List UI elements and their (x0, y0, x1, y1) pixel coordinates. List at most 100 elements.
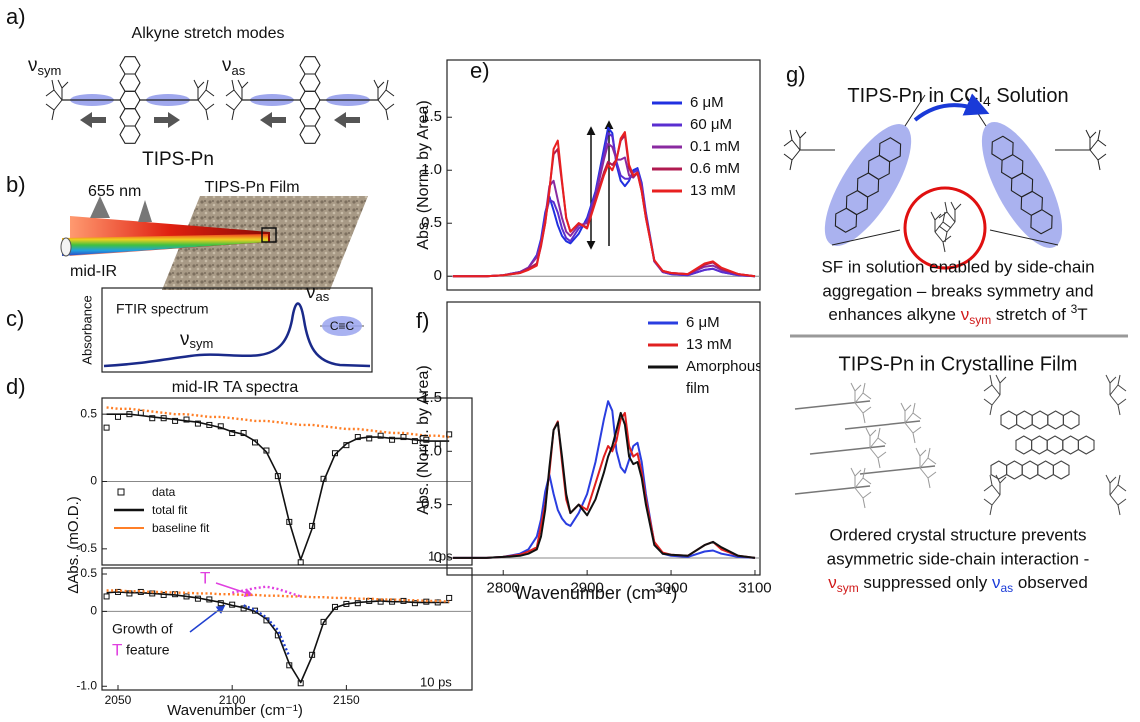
probe-label: mid-IR (70, 263, 117, 280)
transfer-arrow (913, 93, 990, 122)
legend-label: 0.1 mM (690, 138, 741, 155)
film-label: TIPS-Pn Film (204, 179, 299, 196)
spectrum-line (452, 411, 756, 559)
side-chain (791, 149, 801, 161)
ring (1021, 460, 1039, 480)
side-chain (946, 221, 956, 233)
packing-molecule (859, 465, 936, 475)
subscript: sym (190, 336, 214, 351)
fit-curve (243, 604, 291, 657)
side-chain (373, 79, 379, 89)
side-chain (385, 79, 389, 91)
x-tick-label: 3100 (738, 579, 771, 596)
side-chain (862, 477, 872, 485)
legend-item: total fit (152, 503, 187, 517)
side-chain (854, 487, 864, 499)
ring (1031, 410, 1049, 430)
legend-item: Amorphous film (686, 358, 760, 397)
focus-box (261, 227, 277, 243)
side-chain (783, 139, 793, 147)
side-chain (795, 129, 801, 139)
side-chain (53, 99, 63, 111)
y-axis-label: Abs. (Norm. by Area) (415, 100, 432, 249)
annotation: 10 ps (420, 674, 452, 689)
side-chain (377, 89, 387, 101)
molecule-sketches (783, 93, 1127, 516)
side-chain (862, 467, 866, 479)
side-chain (912, 432, 916, 444)
side-chain (789, 159, 793, 171)
side-chain (231, 79, 235, 91)
side-chain (934, 231, 944, 243)
side-chain (791, 139, 801, 151)
data-point (411, 438, 418, 445)
side-chain (989, 504, 993, 516)
data-point (149, 415, 156, 422)
molecule-label: TIPS-Pn (142, 149, 214, 170)
side-chain (934, 221, 944, 233)
side-chain (854, 469, 862, 477)
side-chain (1117, 374, 1121, 386)
caption-line: aggregation – breaks symmetry and (822, 281, 1093, 300)
bond-highlight (322, 316, 362, 336)
legend-label: data (152, 485, 176, 499)
side-chain (377, 81, 385, 89)
side-chain (45, 89, 55, 97)
y-tick-label: 1.0 (421, 161, 442, 178)
x-tick-label: 2800 (487, 579, 520, 596)
side-chain (934, 213, 942, 221)
side-chain (233, 89, 243, 101)
spectrum-line (106, 591, 450, 684)
side-chain (1109, 476, 1117, 484)
section-title: TIPS-Pn in CCl4 Solution (847, 85, 1068, 108)
ftir-trace (103, 302, 371, 368)
side-chain (51, 79, 55, 91)
caption-text: suppressed only (859, 573, 992, 592)
side-chain (205, 109, 209, 121)
side-chain (45, 103, 55, 111)
ring (1000, 410, 1018, 430)
ring (1015, 435, 1033, 455)
legend-item: 0.6 mM (690, 160, 740, 177)
ring (119, 73, 141, 92)
x-tick-label: 2900 (570, 579, 603, 596)
side-chain (927, 471, 937, 479)
side-chain (869, 447, 879, 459)
caption-line: Ordered crystal structure prevents (830, 525, 1087, 544)
side-chain (942, 241, 946, 253)
annotation: T (112, 640, 122, 659)
legend-label: 13 mM (686, 336, 732, 353)
data-point (263, 617, 270, 624)
packing-molecule (794, 400, 871, 410)
y-tick-label: 0.5 (80, 566, 97, 580)
legend-swatch (117, 488, 125, 496)
caption-line: enhances alkyne νsym stretch of 3T (828, 302, 1087, 327)
side-chain (1109, 494, 1119, 506)
side-chain (869, 429, 877, 437)
side-chain (233, 99, 243, 111)
ring (1046, 435, 1064, 455)
caption-line: asymmetric side-chain interaction - (827, 549, 1090, 568)
spectrum-line (452, 411, 756, 559)
side-chain (946, 211, 956, 223)
side-chain (862, 412, 866, 424)
plot-frame (101, 567, 473, 691)
nu: ν (180, 329, 190, 350)
plot-frame (101, 287, 373, 373)
subscript: as (232, 63, 246, 78)
side-chain (385, 89, 395, 97)
data-point (400, 434, 407, 441)
beam-end (60, 237, 72, 257)
data-point (354, 434, 361, 441)
ring (299, 73, 321, 92)
pump-label: 655 nm (88, 183, 141, 200)
side-chain (51, 109, 55, 121)
side-chain (877, 437, 887, 445)
side-chain (385, 103, 395, 111)
ring (299, 125, 321, 144)
side-chain (900, 402, 906, 412)
data-point (114, 413, 121, 420)
y-tick-label: -0.5 (76, 541, 97, 555)
side-chain (1089, 149, 1099, 161)
